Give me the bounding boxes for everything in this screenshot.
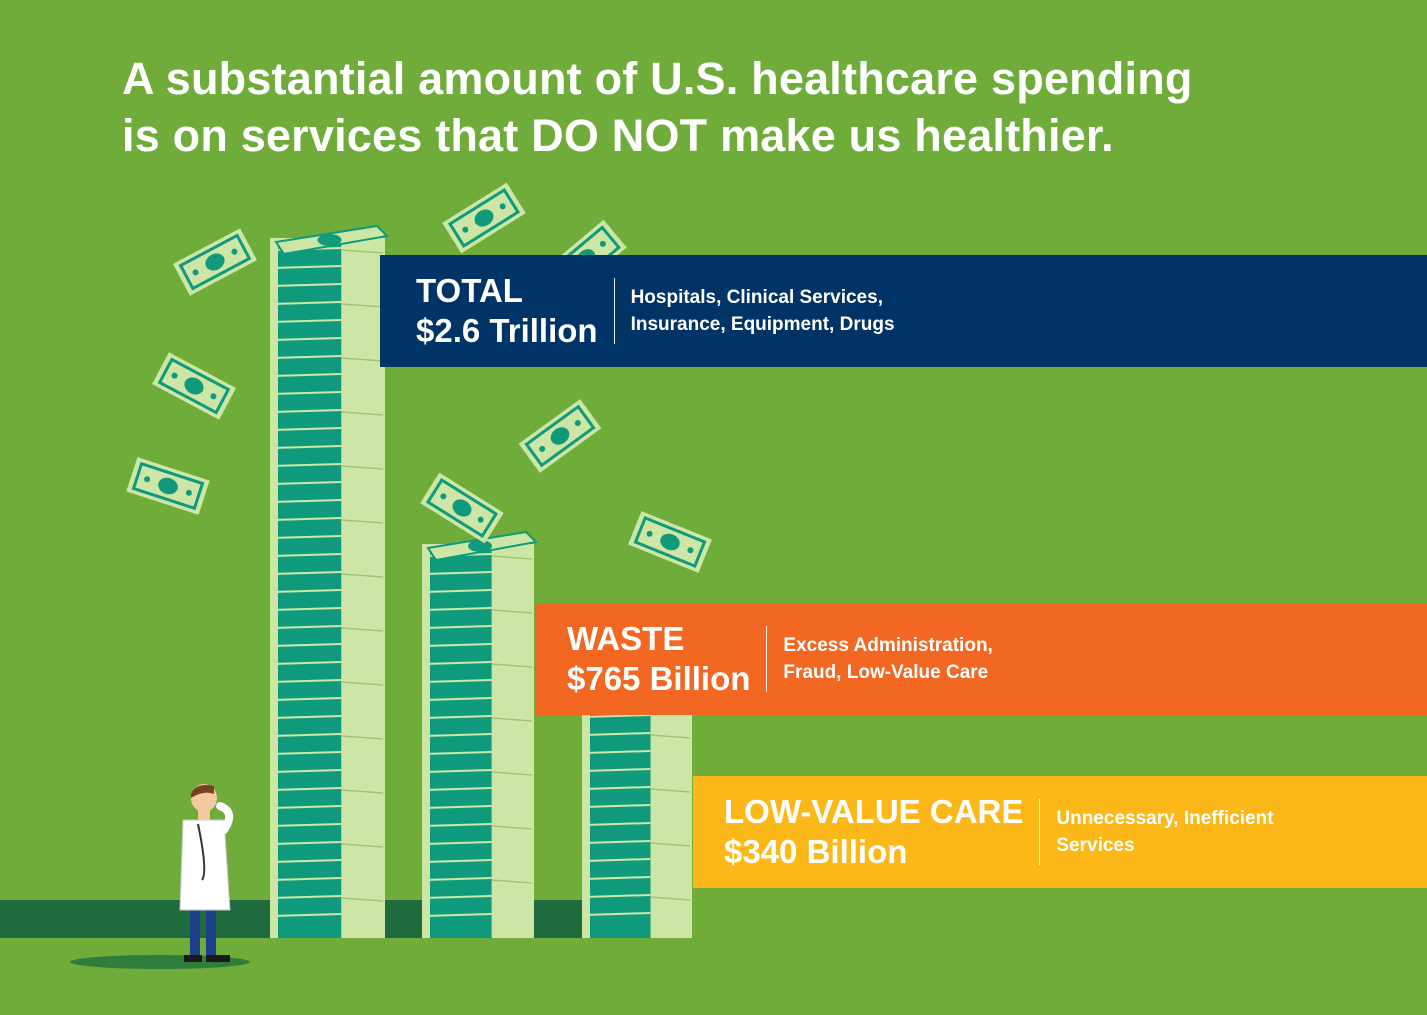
flying-bill-icon [442, 182, 526, 254]
flying-bill-icon [420, 472, 504, 544]
flying-bill-icon [518, 399, 602, 473]
band-waste-category: WASTE [567, 620, 685, 658]
band-low-value-desc-line-2: Services [1056, 835, 1135, 856]
band-total-amount: $2.6 Trillion [416, 312, 598, 349]
money-stack-3 [582, 655, 697, 938]
money-stack-2 [422, 530, 539, 938]
band-waste-desc-line-2: Fraud, Low-Value Care [783, 662, 989, 683]
flying-bill-icon [126, 457, 210, 515]
headline: A substantial amount of U.S. healthcare … [122, 50, 1362, 164]
band-low-value-care: LOW-VALUE CARE $340 Billion Unnecessary,… [693, 776, 1427, 888]
band-low-value-amount: $340 Billion [724, 833, 908, 870]
band-waste-amount: $765 Billion [567, 660, 751, 697]
band-low-value-divider [1039, 799, 1041, 865]
band-waste-desc-line-1: Excess Administration, [783, 635, 993, 656]
flying-bill-icon [628, 511, 712, 573]
band-waste-divider [766, 626, 768, 692]
headline-line-2: is on services that DO NOT make us healt… [122, 110, 1114, 161]
flying-bill-icon [151, 352, 237, 420]
flying-bill-icon [172, 228, 258, 296]
headline-line-1: A substantial amount of U.S. healthcare … [122, 53, 1193, 104]
doctor-shadow [70, 955, 250, 969]
band-total-desc-line-1: Hospitals, Clinical Services, [630, 287, 883, 308]
band-total-desc-line-2: Insurance, Equipment, Drugs [630, 314, 895, 335]
band-total-category: TOTAL [416, 272, 523, 310]
money-stack-1 [270, 224, 390, 938]
band-total-divider [613, 278, 615, 344]
band-waste: WASTE $765 Billion Excess Administration… [535, 603, 1427, 715]
band-total: TOTAL $2.6 Trillion Hospitals, Clinical … [380, 255, 1427, 367]
band-low-value-desc-line-1: Unnecessary, Inefficient [1056, 808, 1274, 829]
band-low-value-category: LOW-VALUE CARE [724, 793, 1024, 831]
doctor-figure-icon [179, 784, 234, 962]
